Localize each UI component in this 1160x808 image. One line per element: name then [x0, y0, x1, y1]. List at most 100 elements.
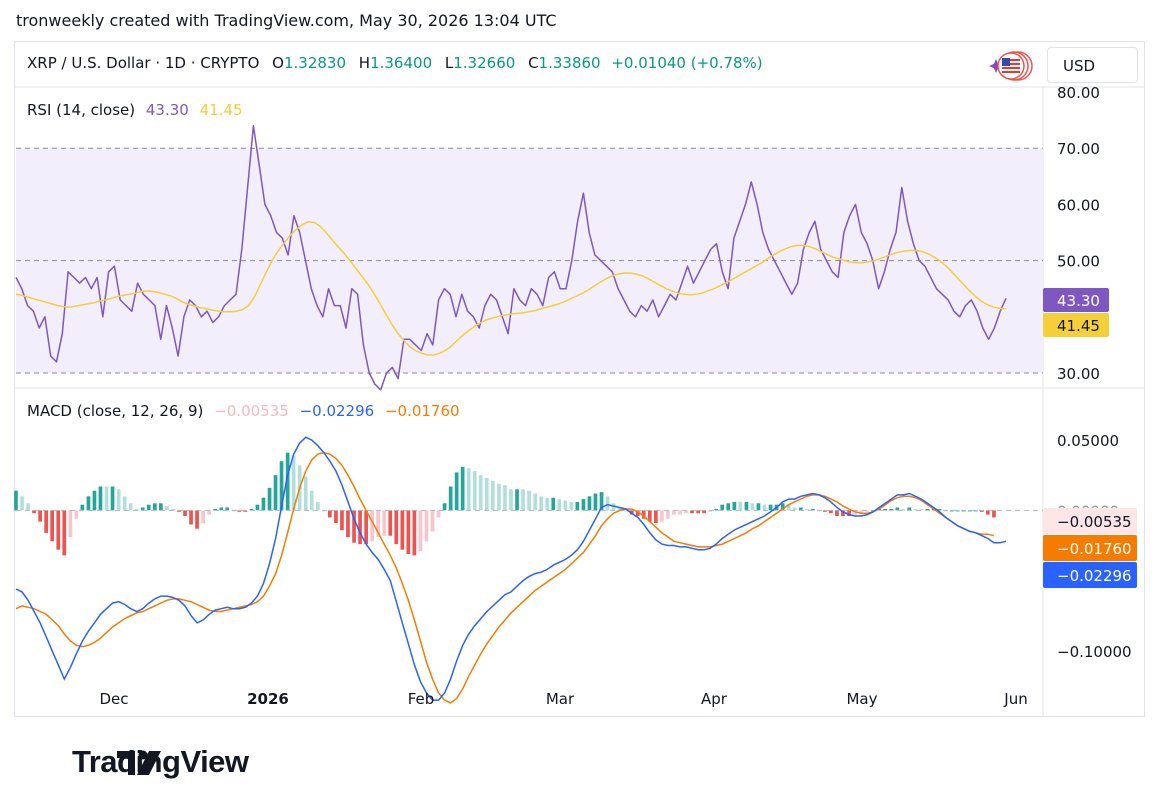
chart-credit: tronweekly created with TradingView.com,…: [16, 11, 557, 30]
macd-histogram-bar: [478, 475, 483, 511]
macd-histogram-bar: [672, 510, 676, 515]
macd-histogram-bar: [768, 504, 773, 511]
macd-histogram-bar: [515, 489, 519, 511]
macd-histogram-bar: [80, 504, 85, 511]
signal-line: [15, 451, 995, 704]
macd-histogram-bar: [871, 510, 875, 512]
macd-histogram-bar: [509, 489, 513, 511]
signal-last-label-bg: [1043, 535, 1137, 561]
macd-histogram-bar: [68, 510, 73, 538]
macd-histogram-bar: [726, 503, 731, 511]
macd-histogram-bar: [943, 510, 948, 512]
macd-histogram-bar: [225, 507, 230, 511]
macd-histogram-bar: [243, 510, 248, 512]
macd-histogram-bar: [104, 486, 109, 511]
macd-histogram-bar: [889, 509, 894, 511]
macd-histogram-bar: [14, 490, 18, 511]
rsi-last-label: 43.30: [1057, 292, 1100, 310]
open-value: 1.32830: [283, 54, 347, 72]
macd-histogram-bar: [183, 510, 187, 516]
macd-histogram-bar: [316, 501, 320, 511]
macd-histogram-bar: [575, 501, 580, 511]
signal-legend-value: −0.01760: [384, 402, 460, 420]
macd-histogram-bar: [116, 489, 121, 511]
rsi-ma-last-label-bg: [1043, 313, 1109, 337]
macd-histogram-bar: [925, 509, 930, 511]
macd-histogram-bar: [835, 510, 839, 516]
rsi-last-label-bg: [1043, 288, 1109, 312]
time-axis-label: Jun: [1003, 690, 1027, 708]
signal-last-label: −0.01760: [1057, 540, 1132, 558]
macd-legend[interactable]: MACD (close, 12, 26, 9) −0.00535 −0.0229…: [27, 402, 460, 420]
macd-histogram-bar: [732, 501, 737, 511]
macd-histogram-bar: [56, 510, 61, 550]
currency-button[interactable]: USD: [1047, 47, 1138, 83]
macd-histogram-bar: [352, 510, 356, 543]
macd-histogram-bar: [587, 496, 592, 511]
macd-histogram-bar: [648, 510, 652, 522]
time-axis-label: Feb: [408, 690, 435, 708]
macd-histogram-bar: [678, 510, 682, 515]
macd-histogram-bar: [551, 497, 556, 511]
macd-histogram-bar: [418, 510, 423, 552]
macd-histogram-bar: [497, 483, 501, 511]
rsi-line: [15, 124, 1007, 391]
macd-histogram-bar: [448, 486, 453, 511]
macd-histogram-bar: [654, 510, 658, 523]
chart-frame: [14, 41, 1145, 717]
macd-histogram-bar: [430, 510, 435, 532]
macd-histogram-bar: [804, 509, 809, 511]
low-label: L: [444, 54, 454, 72]
tradingview-brand: TradingView: [72, 744, 249, 779]
macd-histogram-bar: [376, 510, 380, 538]
macd-histogram-bar: [370, 510, 374, 542]
close-label: C: [528, 54, 539, 72]
macd-histogram-bar: [406, 510, 411, 554]
rsi-legend-value: 43.30: [145, 101, 189, 119]
macd-histogram-bar: [134, 509, 139, 511]
macd-histogram-bar: [792, 507, 797, 511]
macd-histogram-bar: [605, 496, 610, 511]
macd-line: [15, 436, 1007, 701]
macd-histogram-bar: [231, 510, 236, 512]
rsi-axis-tick: 70.00: [1057, 140, 1100, 158]
rsi-axis-tick: 30.00: [1057, 365, 1100, 383]
macd-histogram-bar: [593, 493, 598, 511]
macd-histogram-bar: [690, 510, 694, 514]
macd-histogram-bar: [901, 509, 906, 511]
macd-histogram-bar: [569, 501, 574, 511]
macd-histogram-bar: [859, 510, 863, 514]
macd-histogram-bar: [122, 496, 127, 511]
macd-histogram-bar: [412, 510, 417, 556]
macd-histogram-bar: [829, 510, 833, 514]
macd-histogram-bar: [714, 509, 719, 511]
macd-histogram-bar: [907, 507, 912, 511]
macd-histogram-bar: [811, 509, 815, 511]
macd-histogram-bar: [424, 510, 429, 542]
macd-histogram-bar: [756, 503, 761, 511]
time-axis-label: May: [846, 690, 877, 708]
symbol-legend[interactable]: XRP / U.S. Dollar · 1D · CRYPTO O1.32830…: [27, 54, 763, 72]
macd-histogram-bar: [128, 503, 133, 511]
rsi-legend[interactable]: RSI (14, close) 43.30 41.45: [27, 101, 243, 119]
macd-histogram-bar: [961, 510, 966, 512]
currency-flag-icon[interactable]: [984, 50, 1046, 82]
macd-histogram-bar: [967, 510, 972, 512]
macd-histogram-bar: [937, 509, 942, 511]
macd-histogram-bar: [400, 510, 405, 550]
macd-histogram-bar: [364, 510, 368, 545]
macd-histogram-bar: [798, 507, 803, 511]
macd-histogram-bar: [249, 509, 254, 511]
macd-histogram-bar: [159, 503, 163, 511]
symbol-name: XRP / U.S. Dollar · 1D · CRYPTO: [27, 54, 260, 72]
macd-histogram-bar: [780, 503, 785, 511]
macd-histogram-bar: [545, 497, 549, 511]
macd-histogram-bar: [527, 490, 531, 511]
macd-histogram-bar: [219, 507, 224, 511]
macd-histogram-bar: [696, 510, 700, 514]
rsi-axis-tick: 80.00: [1057, 84, 1100, 102]
macd-histogram-bar: [110, 486, 115, 511]
macd-histogram-bar: [328, 510, 332, 518]
macd-histogram-bar: [454, 472, 459, 511]
